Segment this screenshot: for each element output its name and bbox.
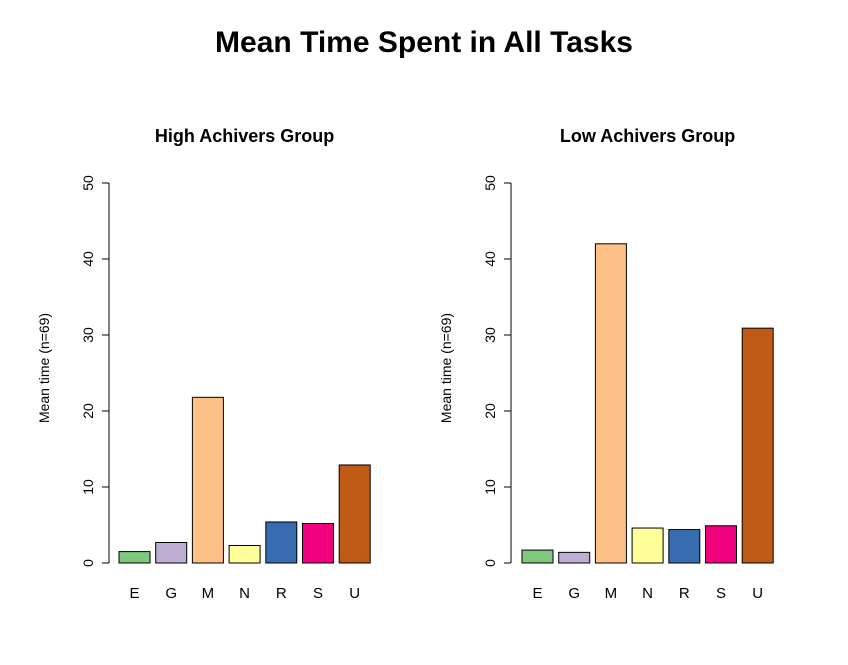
- bar-r: [668, 529, 701, 564]
- x-tick-label: M: [202, 585, 215, 602]
- y-tick-label: 10: [482, 479, 498, 495]
- y-tick-label: 20: [482, 403, 498, 419]
- y-tick-label: 30: [482, 327, 498, 343]
- x-tick-label: S: [716, 585, 726, 602]
- bar-m: [191, 396, 224, 564]
- y-tick-label: 0: [482, 559, 498, 567]
- bar-e: [118, 551, 151, 564]
- x-tick-label: U: [349, 585, 360, 602]
- y-tick-label: 50: [482, 175, 498, 191]
- bar-n: [631, 527, 664, 564]
- x-tick-label: M: [605, 585, 618, 602]
- y-tick-label: 30: [80, 327, 96, 343]
- x-tick-label: G: [165, 585, 177, 602]
- bar-n: [228, 545, 261, 564]
- x-tick-label: E: [532, 585, 542, 602]
- x-tick-label: E: [129, 585, 139, 602]
- bar-u: [338, 464, 371, 564]
- chart-title: Low Achivers Group: [560, 126, 735, 146]
- x-tick-label: N: [642, 585, 653, 602]
- bar-r: [265, 521, 298, 564]
- y-tick-label: 40: [80, 251, 96, 267]
- y-tick-label: 20: [80, 403, 96, 419]
- y-tick-label: 40: [482, 251, 498, 267]
- bar-m: [594, 243, 627, 564]
- bar-g: [155, 541, 188, 564]
- y-tick-label: 50: [80, 175, 96, 191]
- bar-s: [705, 525, 737, 564]
- figure-title: Mean Time Spent in All Tasks: [215, 26, 633, 59]
- chart-title: High Achivers Group: [155, 126, 334, 146]
- x-tick-label: N: [239, 585, 250, 602]
- x-tick-label: R: [276, 585, 287, 602]
- bar-e: [521, 549, 554, 564]
- y-tick-label: 0: [80, 559, 96, 567]
- y-tick-label: 10: [80, 479, 96, 495]
- bar-s: [302, 522, 334, 564]
- x-tick-label: R: [679, 585, 690, 602]
- x-tick-label: U: [752, 585, 763, 602]
- bar-u: [741, 327, 774, 564]
- y-axis-label: Mean time (n=69): [438, 313, 454, 423]
- x-tick-label: G: [568, 585, 580, 602]
- x-tick-label: S: [313, 585, 323, 602]
- y-axis-label: Mean time (n=69): [36, 313, 52, 423]
- bar-g: [558, 551, 591, 564]
